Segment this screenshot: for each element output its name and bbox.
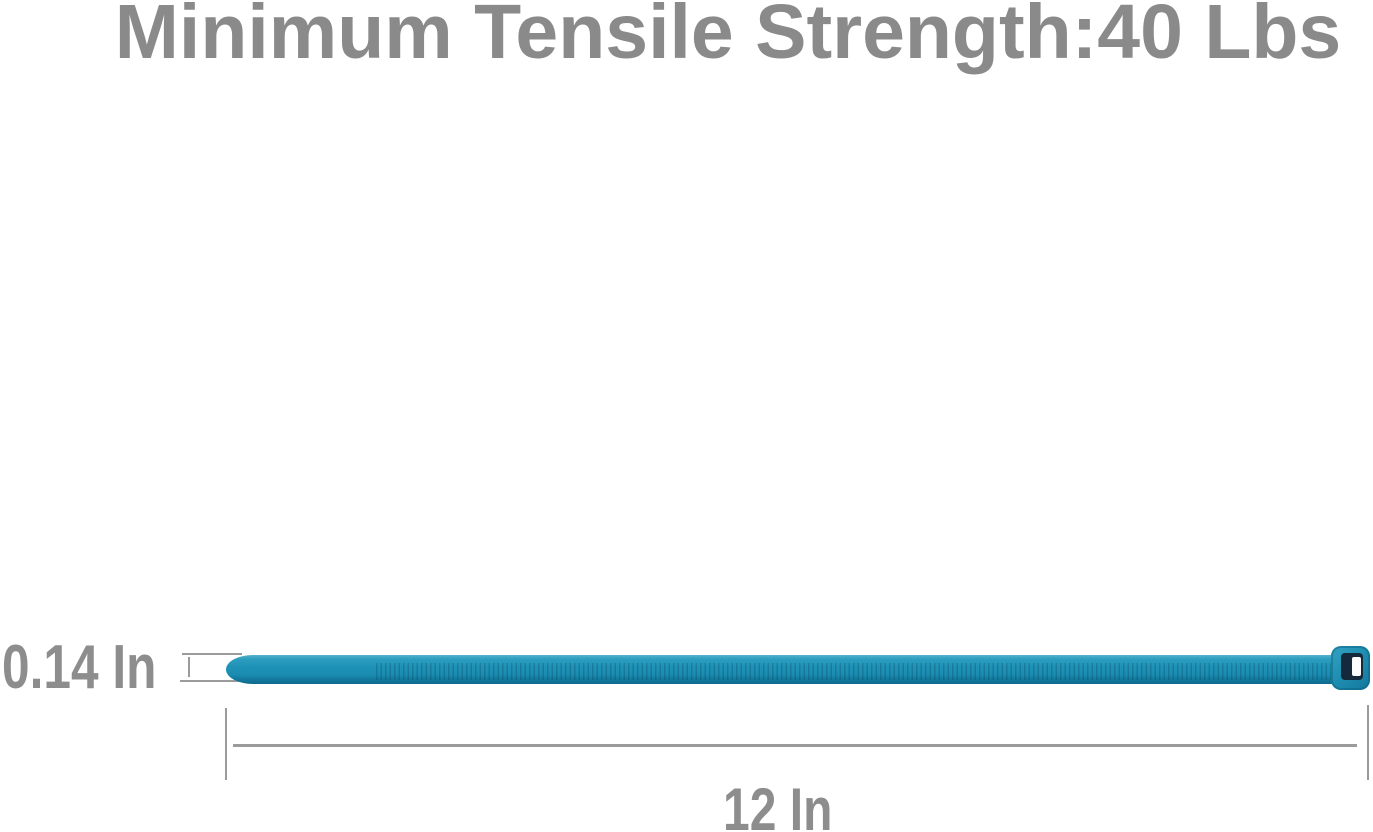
length-dimension-right-bar — [1367, 705, 1369, 780]
cable-tie-head — [1331, 646, 1370, 690]
width-bracket-tick — [188, 657, 190, 677]
width-bracket-bottom-line — [180, 680, 243, 682]
page-title: Minimum Tensile Strength:40 Lbs — [114, 0, 1342, 75]
cable-tie-head-slot — [1341, 653, 1363, 680]
width-bracket-top-line — [182, 653, 242, 655]
length-dimension-line — [233, 744, 1357, 747]
cable-tie-teeth-texture — [376, 663, 1340, 680]
length-dimension-left-bar — [225, 708, 227, 780]
length-dimension-label: 12 In — [723, 776, 833, 832]
cable-tie-strap — [226, 655, 1340, 684]
width-dimension-label: 0.14 In — [2, 633, 157, 702]
cable-tie-head-slot-opening — [1352, 657, 1361, 676]
